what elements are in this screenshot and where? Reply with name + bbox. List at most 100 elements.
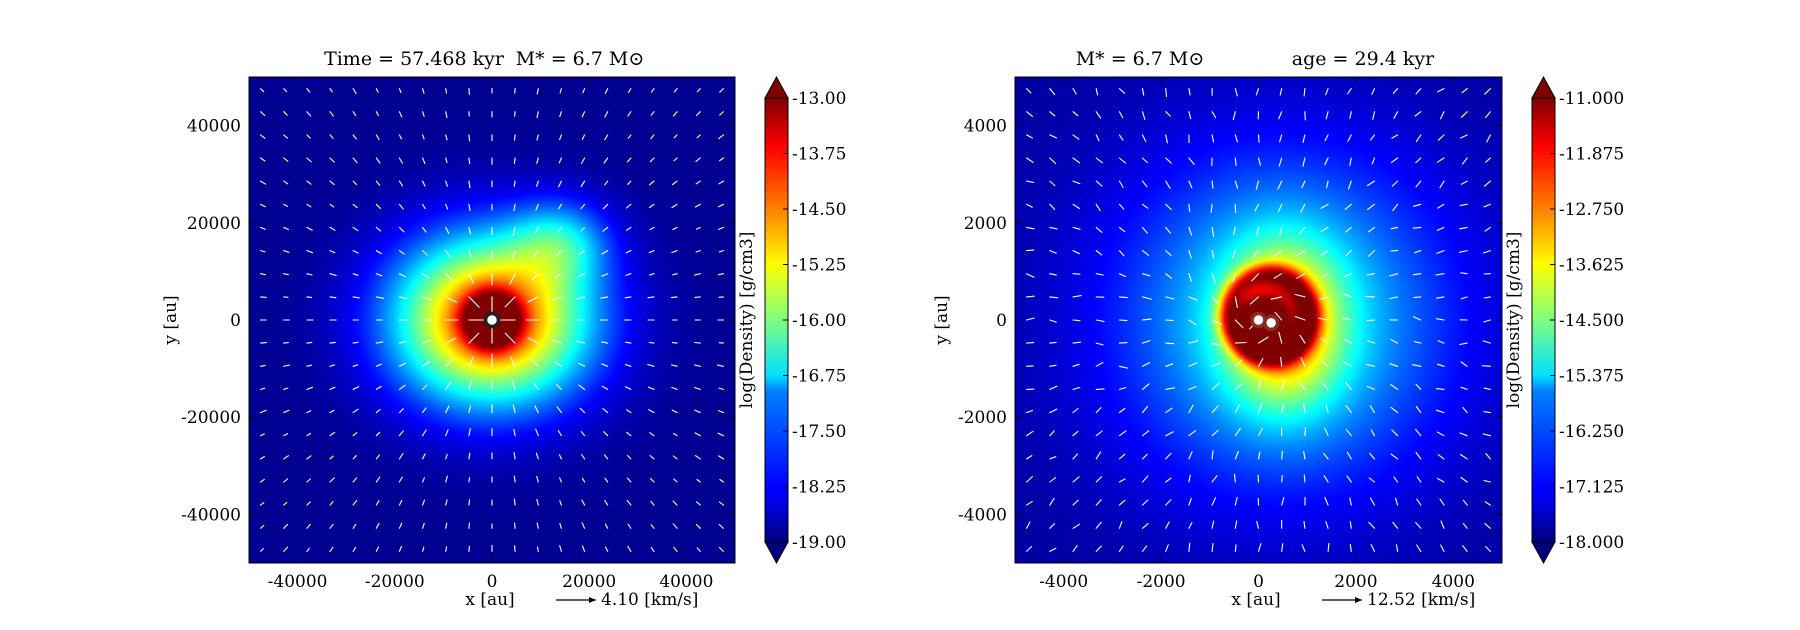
quiver-arrow: [260, 364, 266, 367]
quiver-arrow: [260, 180, 267, 185]
quiver-arrow: [1415, 383, 1422, 390]
panel-2-stars: [1250, 311, 1280, 332]
quiver-arrow: [1141, 340, 1151, 344]
quiver-arrow: [649, 273, 655, 276]
quiver-arrow: [1281, 543, 1284, 552]
quiver-arrow: [1234, 383, 1242, 390]
colorbar-tick-label: -15.25: [792, 256, 846, 276]
quiver-arrow: [1165, 157, 1172, 164]
quiver-arrow: [1118, 273, 1127, 278]
quiver-arrow: [1273, 250, 1283, 257]
panel-1-title-mass: M* = 6.7 M⊙: [516, 48, 645, 70]
quiver-arrow: [1141, 296, 1152, 300]
x-tick-label: -4000: [1039, 572, 1088, 592]
quiver-arrow: [1049, 364, 1057, 367]
quiver-arrow: [306, 501, 311, 506]
quiver-arrow: [283, 88, 288, 93]
quiver-arrow: [398, 384, 406, 390]
quiver-arrow: [557, 430, 562, 437]
quiver-arrow: [260, 524, 265, 529]
quiver-arrow: [1026, 273, 1035, 278]
quiver-arrow: [1141, 273, 1151, 277]
quiver-arrow: [1393, 476, 1399, 483]
quiver-arrow: [650, 524, 655, 529]
x-tick-label: 4000: [1432, 572, 1475, 592]
quiver-arrow: [1141, 499, 1149, 506]
quiver-arrow: [694, 409, 701, 414]
quiver-arrow: [1371, 157, 1376, 165]
quiver-arrow: [1483, 296, 1491, 299]
quiver-arrow: [1320, 226, 1329, 232]
colorbar-tick-label: -14.50: [792, 200, 846, 220]
quiver-arrow: [1165, 544, 1169, 552]
quiver-arrow: [1281, 403, 1285, 414]
quiver-arrow: [1304, 426, 1307, 437]
quiver-arrow: [1345, 382, 1352, 390]
quiver-arrow: [1439, 111, 1445, 120]
quiver-arrow: [1232, 273, 1236, 283]
quiver-arrow: [531, 273, 539, 281]
quiver-arrow: [536, 88, 539, 95]
quiver-arrow: [718, 523, 724, 529]
quiver-arrow: [1299, 334, 1306, 344]
quiver-arrow: [1325, 88, 1329, 96]
quiver-arrow: [1095, 342, 1104, 346]
quiver-arrow: [513, 203, 516, 212]
quiver-arrow: [1483, 479, 1491, 483]
quiver-arrow: [1188, 88, 1191, 96]
quiver-arrow: [581, 499, 586, 506]
quiver-arrow: [1141, 203, 1149, 209]
colorbar-tick-label: -18.000: [1559, 533, 1624, 553]
quiver-arrow: [695, 250, 701, 253]
quiver-arrow: [1072, 523, 1081, 529]
quiver-arrow: [422, 407, 427, 414]
quiver-arrow: [375, 226, 382, 232]
quiver-arrow: [580, 226, 586, 232]
quiver-arrow: [1141, 523, 1149, 529]
quiver-arrow: [352, 273, 359, 276]
quiver-arrow: [1461, 88, 1468, 94]
quiver-arrow: [604, 546, 609, 552]
quiver-arrow: [1165, 250, 1172, 257]
quiver-arrow: [1234, 359, 1243, 367]
panel-1-quiver-key-label: 4.10 [km/s]: [601, 590, 698, 610]
quiver-arrow: [1257, 157, 1261, 166]
quiver-arrow: [671, 250, 678, 254]
quiver-arrow: [513, 452, 516, 460]
quiver-arrow: [627, 111, 632, 117]
quiver-arrow: [626, 157, 632, 163]
quiver-arrow: [445, 522, 448, 529]
colorbar-tick-label: -12.750: [1559, 200, 1624, 220]
quiver-arrow: [1026, 295, 1035, 298]
quiver-arrow: [329, 409, 335, 414]
quiver-arrow: [600, 296, 609, 299]
quiver-arrow: [1141, 226, 1148, 234]
quiver-arrow: [1072, 319, 1081, 322]
quiver-arrow: [511, 379, 516, 390]
quiver-arrow: [468, 226, 472, 235]
quiver-arrow: [352, 157, 358, 164]
quiver-arrow: [1026, 88, 1032, 94]
quiver-arrow: [1460, 180, 1468, 185]
quiver-arrow: [1026, 500, 1033, 506]
panel-2-quiver: [1026, 88, 1491, 552]
quiver-arrow: [1436, 226, 1445, 231]
quiver-arrow: [531, 359, 539, 367]
quiver-arrow: [1349, 497, 1352, 506]
quiver-arrow: [1141, 157, 1148, 164]
quiver-arrow: [1118, 203, 1125, 210]
panel-2-title-age: age = 29.4 kyr: [1292, 48, 1435, 70]
quiver-arrow: [1342, 317, 1352, 321]
quiver-arrow: [260, 226, 266, 230]
quiver-arrow: [1302, 157, 1306, 167]
quiver-arrow: [536, 475, 539, 483]
quiver-arrow: [601, 250, 609, 255]
quiver-arrow: [1392, 88, 1399, 94]
quiver-arrow: [555, 383, 562, 390]
quiver-arrow: [1026, 249, 1035, 252]
quiver-arrow: [1165, 499, 1172, 506]
quiver-arrow: [536, 546, 539, 552]
quiver-arrow: [604, 477, 609, 483]
quiver-arrow: [375, 454, 380, 460]
quiver-arrow: [1234, 404, 1241, 414]
